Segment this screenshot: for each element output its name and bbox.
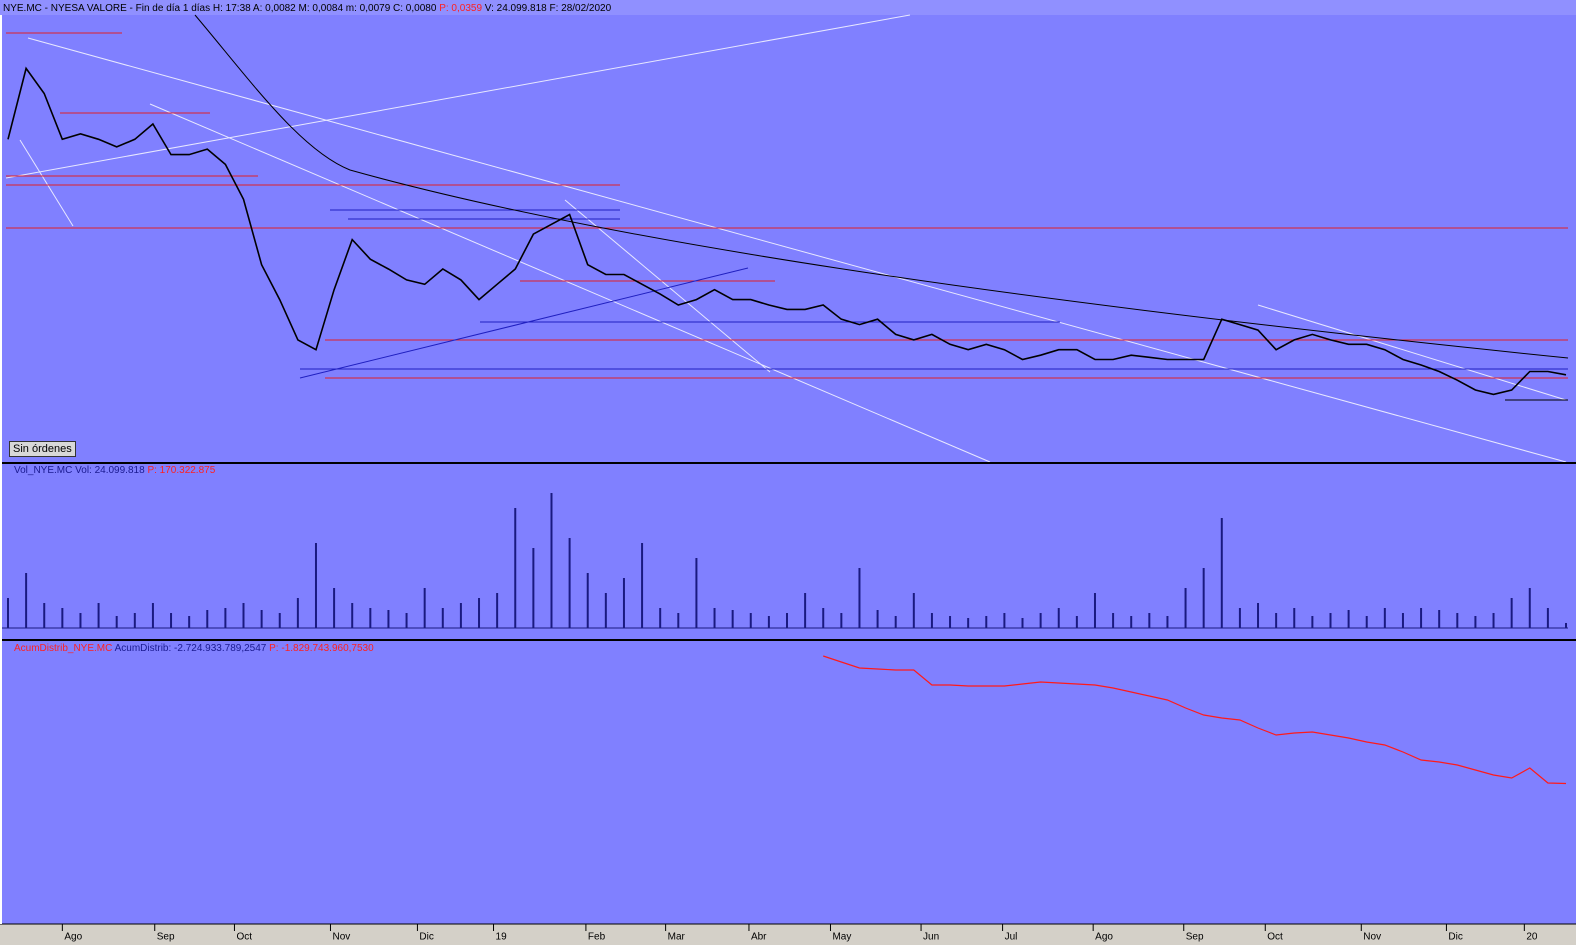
- accum-prev: P: -1.829.743.960,7530: [269, 643, 374, 654]
- x-tick-label: Jul: [1005, 932, 1018, 943]
- x-tick-label: Jun: [923, 932, 939, 943]
- volume-value: Vol: 24.099.818: [75, 465, 145, 476]
- x-tick-label: Sep: [157, 932, 175, 943]
- trendline: [299, 267, 749, 379]
- left-edge: [0, 15, 2, 924]
- toolbar-bg: [0, 0, 1576, 15]
- drawings: [5, 14, 1569, 463]
- x-tick-label: Oct: [1267, 932, 1283, 943]
- x-tick-label: Ago: [64, 932, 82, 943]
- prev: P: 0,0359: [439, 3, 482, 14]
- x-tick-label: Sep: [1186, 932, 1204, 943]
- volume-prev: P: 170.322.875: [147, 465, 215, 476]
- trendline: [149, 103, 991, 463]
- trendline: [5, 14, 911, 179]
- trendline: [27, 37, 1567, 463]
- trendline: [564, 199, 771, 373]
- time-axis: [0, 924, 1576, 945]
- x-tick-label: Feb: [588, 932, 606, 943]
- x-tick-label: Abr: [751, 932, 767, 943]
- x-tick-label: Nov: [1363, 932, 1381, 943]
- fields: H: 17:38 A: 0,0082 M: 0,0084 m: 0,0079 C…: [213, 3, 437, 14]
- accum-value: AcumDistrib: -2.724.933.789,2547: [115, 643, 267, 654]
- trendline: [1257, 304, 1567, 401]
- tail: V: 24.099.818 F: 28/02/2020: [485, 3, 612, 14]
- symbol: NYE.MC - NYESA VALORE - Fin de día 1 día…: [3, 3, 210, 14]
- toolbar-symbol: NYE.MC - NYESA VALORE - Fin de día 1 día…: [3, 3, 612, 14]
- accum-name: AcumDistrib_NYE.MC: [14, 643, 112, 654]
- orders-button[interactable]: Sin órdenes: [9, 441, 76, 457]
- volume-name: Vol_NYE.MC: [14, 465, 72, 476]
- x-tick-label: Oct: [236, 932, 252, 943]
- x-tick-label: Nov: [332, 932, 350, 943]
- x-tick-label: 19: [496, 932, 508, 943]
- accum-header: AcumDistrib_NYE.MC AcumDistrib: -2.724.9…: [14, 643, 374, 654]
- moving-average: [194, 14, 1569, 359]
- series-line: [823, 655, 1567, 785]
- volume-header: Vol_NYE.MC Vol: 24.099.818 P: 170.322.87…: [14, 465, 216, 476]
- x-tick-label: Mar: [668, 932, 686, 943]
- trendline: [19, 139, 74, 227]
- series-line: [7, 66, 1567, 396]
- x-tick-label: Dic: [1448, 932, 1462, 943]
- x-tick-label: Dic: [419, 932, 433, 943]
- x-tick-label: May: [832, 932, 851, 943]
- x-tick-label: 20: [1526, 932, 1538, 943]
- x-tick-label: Ago: [1095, 932, 1113, 943]
